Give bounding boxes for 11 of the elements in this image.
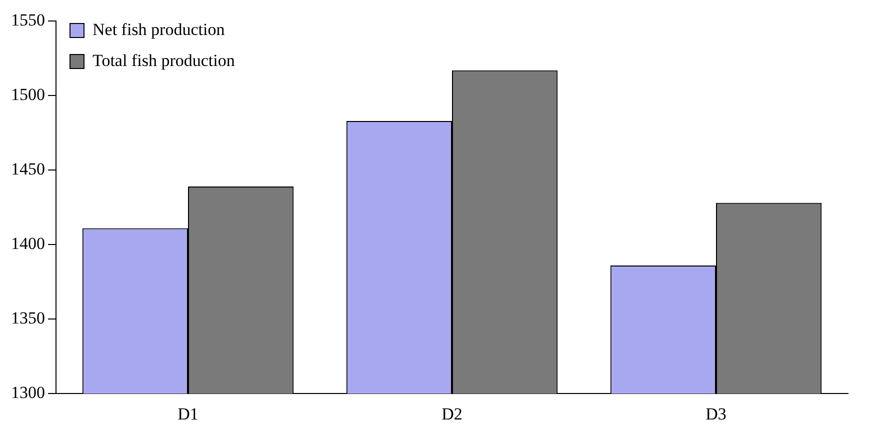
- y-tick-label: 1400: [11, 234, 45, 254]
- y-tick-label: 1300: [11, 383, 45, 402]
- y-tick-label: 1450: [11, 160, 45, 179]
- y-tick-label: 1500: [11, 85, 45, 104]
- legend-label: Total fish production: [92, 50, 236, 70]
- x-tick-label: D1: [178, 404, 198, 424]
- x-tick-label: D3: [706, 404, 726, 424]
- y-tick-label: 1350: [11, 308, 45, 328]
- legend-label: Net fish production: [92, 20, 226, 39]
- x-tick-label: D2: [442, 404, 462, 424]
- y-tick-label: 1550: [11, 10, 45, 30]
